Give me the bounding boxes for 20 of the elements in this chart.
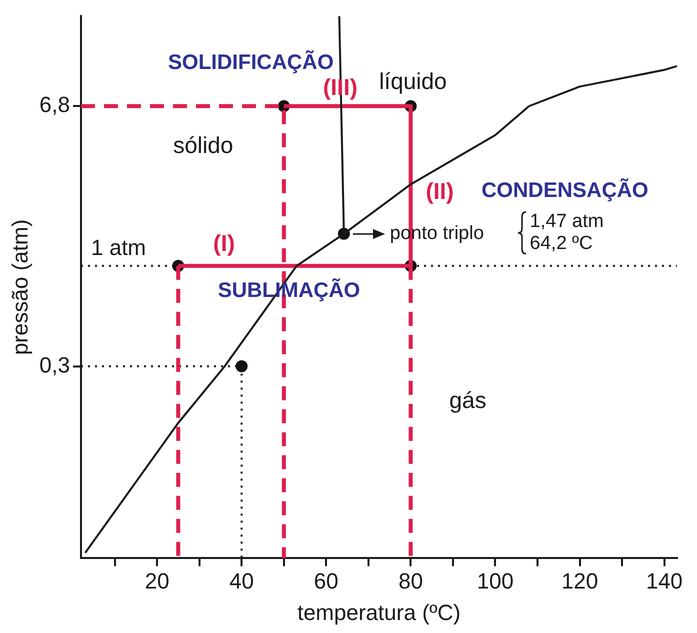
x-axis-title: temperatura (ºC)	[297, 600, 461, 625]
annotation: CONDENSAÇÃO	[482, 179, 648, 204]
x-tick-label: 40	[229, 568, 254, 594]
x-tick-label: 20	[144, 568, 170, 594]
y-tick-label: 0,3	[39, 352, 70, 378]
annotation: SOLIDIFICAÇÃO	[168, 51, 334, 76]
y-axis-title: pressão (atm)	[7, 219, 32, 356]
annotation: (I)	[213, 230, 235, 257]
x-tick-label: 100	[476, 568, 514, 594]
annotation: líquido	[379, 68, 447, 94]
x-tick-label: 80	[398, 568, 423, 594]
annotation: sólido	[173, 132, 234, 158]
x-tick-label: 140	[646, 568, 683, 594]
x-tick-label: 60	[314, 568, 338, 594]
x-tick-label: 120	[561, 568, 598, 594]
y-tick-label: 6,8	[39, 92, 70, 118]
annotation: (II)	[426, 178, 454, 204]
annotation: gás	[449, 386, 486, 414]
ref-line-label: 1 atm	[90, 234, 146, 260]
annotation: 1,47 atm 64,2 ºC	[530, 211, 604, 255]
